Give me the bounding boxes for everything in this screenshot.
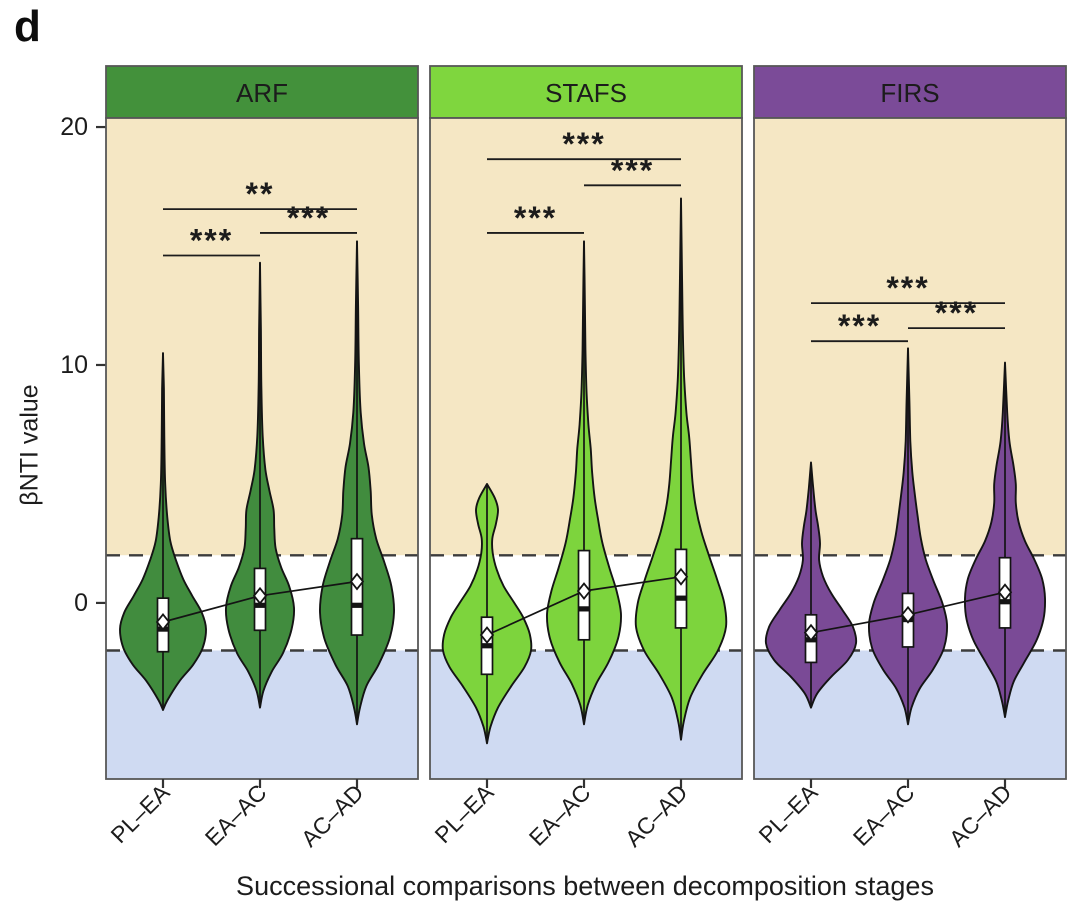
- median-PL–EA: [481, 643, 493, 649]
- y-tick-label: 0: [74, 589, 88, 617]
- panel-border: [429, 117, 743, 780]
- panel-border: [105, 117, 419, 780]
- panel-firs: FIRS*********PL–EA EA–AC AC–AD: [753, 65, 1067, 852]
- panel-header: [429, 65, 743, 119]
- panel-header-label: ARF: [236, 78, 288, 108]
- panel-header: [753, 65, 1067, 119]
- median-AC–AD: [999, 599, 1011, 605]
- y-tick-label: 20: [60, 113, 88, 141]
- median-AC–AD: [351, 602, 363, 608]
- median-AC–AD: [675, 595, 687, 601]
- significance-stars: ***: [287, 200, 330, 236]
- significance-stars: ***: [190, 223, 233, 259]
- significance-stars: ***: [935, 295, 978, 331]
- panel-arf: ARF********PL–EA EA–AC AC–AD: [105, 65, 419, 852]
- mean-diamond-EA–AC: [576, 582, 592, 600]
- significance-stars: ***: [838, 308, 881, 344]
- mean-diamond-AC–AD: [997, 583, 1013, 602]
- significance-stars: **: [246, 176, 275, 212]
- x-tick-label: AC–AD: [944, 779, 1017, 852]
- mean-diamond-PL–EA: [479, 626, 495, 644]
- x-tick-label: PL–EA: [106, 779, 175, 848]
- mean-diamond-AC–AD: [349, 572, 365, 591]
- significance-stars: ***: [611, 152, 654, 188]
- x-tick-label: AC–AD: [296, 779, 369, 852]
- panel-header-label: STAFS: [545, 78, 627, 108]
- significance-stars: ***: [562, 126, 605, 162]
- mean-diamond-EA–AC: [252, 586, 268, 605]
- mean-diamond-AC–AD: [673, 567, 689, 586]
- mean-diamond-PL–EA: [155, 613, 171, 631]
- x-tick-label: PL–EA: [430, 779, 499, 848]
- median-EA–AC: [578, 606, 590, 612]
- x-tick-label: PL–EA: [754, 779, 823, 848]
- significance-stars: ***: [514, 200, 557, 236]
- y-tick-label: 10: [60, 351, 88, 379]
- x-axis-title: Successional comparisons between decompo…: [236, 871, 934, 901]
- x-tick-label: EA–AC: [848, 779, 920, 851]
- x-tick-label: EA–AC: [200, 779, 272, 851]
- significance-stars: ***: [886, 270, 929, 306]
- x-tick-label: AC–AD: [620, 779, 693, 852]
- panel-letter: d: [14, 2, 41, 51]
- panel-stafs: STAFS*********PL–EA EA–AC AC–AD: [429, 65, 743, 852]
- mean-diamond-PL–EA: [803, 623, 819, 642]
- panel-border: [753, 117, 1067, 780]
- x-tick-label: EA–AC: [524, 779, 596, 851]
- panel-header-label: FIRS: [880, 78, 939, 108]
- median-EA–AC: [254, 602, 266, 608]
- mean-diamond-EA–AC: [900, 605, 916, 624]
- box-AC–AD: [674, 548, 688, 629]
